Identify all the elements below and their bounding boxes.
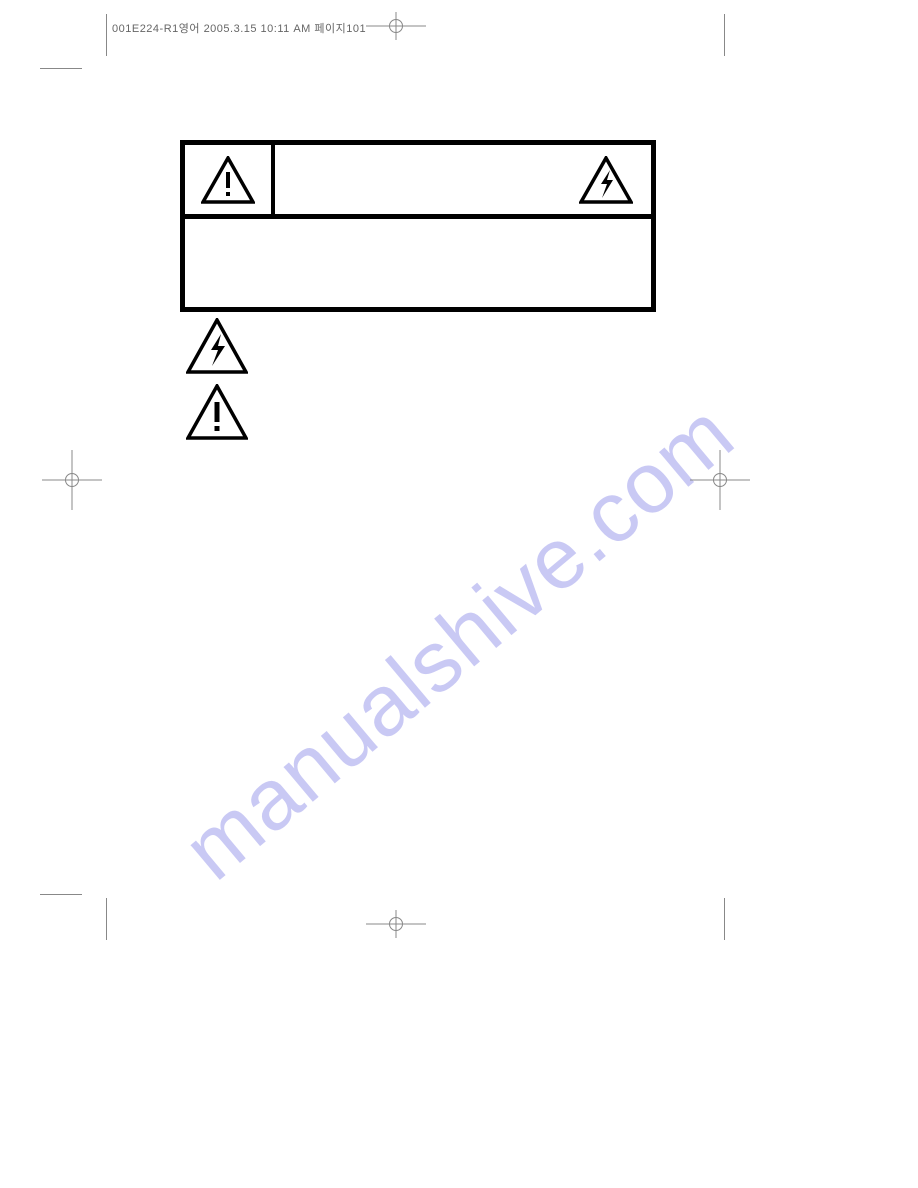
page: manualshive.com 001E224-R1영어 2005.3.15 1… bbox=[0, 0, 918, 1188]
caution-mid-cell bbox=[275, 145, 561, 214]
registration-mark-right bbox=[690, 450, 750, 510]
print-slug: 001E224-R1영어 2005.3.15 10:11 AM 페이지101 bbox=[112, 20, 366, 36]
lightning-triangle-icon bbox=[186, 318, 248, 374]
standalone-exclamation-triangle bbox=[186, 384, 248, 440]
caution-box bbox=[180, 140, 656, 312]
exclamation-triangle-icon bbox=[186, 384, 248, 440]
caution-left-cell bbox=[185, 145, 275, 214]
registration-mark-bottom bbox=[366, 910, 426, 938]
standalone-lightning-triangle bbox=[186, 318, 248, 374]
registration-mark-top bbox=[366, 12, 426, 40]
caution-bottom-row bbox=[185, 219, 651, 307]
lightning-triangle-icon bbox=[579, 156, 633, 204]
caution-right-cell bbox=[561, 145, 651, 214]
watermark-text: manualshive.com bbox=[165, 384, 753, 900]
registration-mark-left bbox=[42, 450, 102, 510]
exclamation-triangle-icon bbox=[201, 156, 255, 204]
caution-top-row bbox=[185, 145, 651, 219]
